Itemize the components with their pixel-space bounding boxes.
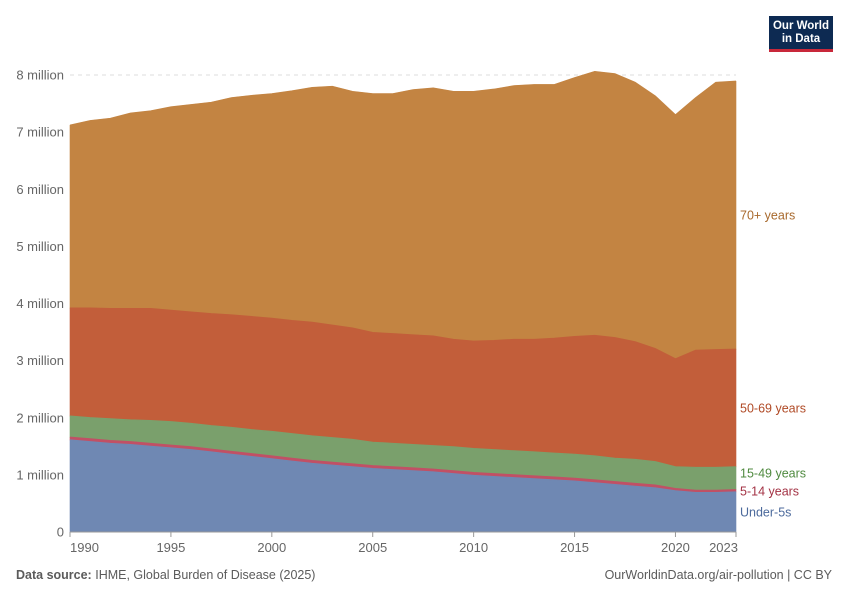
y-tick-label: 5 million: [16, 239, 64, 254]
stacked-area-chart: 0 1 million 2 million 3 million 4 million 5 m…: [16, 68, 806, 556]
x-tick-label: 2010: [459, 540, 488, 555]
x-tick-label: 2015: [560, 540, 589, 555]
y-tick-label: 2 million: [16, 410, 64, 425]
area-edge-age50_69: [70, 307, 737, 360]
y-tick-labels: 0 1 million 2 million 3 million 4 million 5 m…: [16, 68, 64, 540]
y-tick-label: 1 million: [16, 467, 64, 482]
area-edge-age15_49: [69, 415, 737, 469]
area-edge-under5: [69, 439, 737, 494]
y-tick-label: 8 million: [16, 68, 64, 83]
series-label-age50_69: 50-69 years: [740, 402, 806, 416]
series-label-age5_14: 5-14 years: [740, 484, 799, 498]
x-tick-label: 2005: [358, 540, 387, 555]
data-source-text: IHME, Global Burden of Disease (2025): [95, 568, 316, 582]
x-tick-label: 2000: [257, 540, 286, 555]
y-tick-label: 7 million: [16, 125, 64, 140]
area-edge-age5_14: [69, 436, 737, 491]
series-label-age70: 70+ years: [740, 209, 795, 223]
owid-logo[interactable]: Our World in Data: [769, 16, 833, 52]
y-tick-label: 6 million: [16, 182, 64, 197]
x-tick-label: 2023: [709, 540, 738, 555]
y-tick-label: 3 million: [16, 353, 64, 368]
y-tick-label: 4 million: [16, 296, 64, 311]
y-tick-label: 0: [57, 525, 64, 540]
logo-line2: in Data: [781, 33, 821, 45]
source-link[interactable]: OurWorldinData.org/air-pollution | CC BY: [604, 568, 832, 582]
data-source-label: Data source:: [16, 568, 92, 582]
series-areas: [69, 70, 737, 533]
series-label-age15_49: 15-49 years: [740, 466, 806, 480]
series-labels: Under-5s 5-14 years 15-49 years 50-69 years…: [740, 209, 806, 520]
x-axis: 1990 1995 2000 2005 2010 2015 2020 2023: [69, 531, 738, 555]
area-edge-age70: [69, 70, 737, 126]
x-tick-label: 1995: [156, 540, 185, 555]
data-source-note: Data source: IHME, Global Burden of Dise…: [16, 568, 315, 582]
series-label-under5: Under-5s: [740, 506, 791, 520]
x-tick-label: 2020: [661, 540, 690, 555]
x-tick-label: 1990: [70, 540, 99, 555]
logo-line1: Our World: [772, 20, 829, 32]
